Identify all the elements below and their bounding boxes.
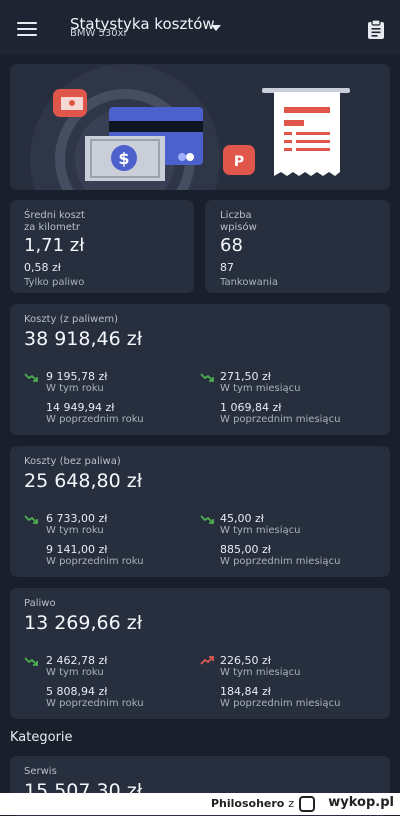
site-logo: wykop.pl: [328, 795, 394, 810]
prev-month-value: 184,84 zł: [220, 685, 271, 698]
year-value: 2 462,78 zł: [46, 654, 108, 667]
per-km-fuel-value: 0,58 zł: [24, 261, 61, 274]
year-label: W tym roku: [46, 383, 104, 394]
svg-text:$: $: [118, 149, 129, 168]
trend-down-icon: [200, 515, 214, 524]
per-km-label-line2: za kilometr: [24, 222, 80, 233]
month-label: W tym miesiącu: [220, 383, 301, 394]
year-label: W tym roku: [46, 667, 104, 678]
prev-year-value: 9 141,00 zł: [46, 543, 108, 556]
prev-year-value: 14 949,94 zł: [46, 401, 115, 414]
fuel-card: Paliwo 13 269,66 zł 2 462,78 zł W tym ro…: [10, 588, 390, 719]
prev-month-label: W poprzednim miesiącu: [220, 556, 341, 567]
section-total: 25 648,80 zł: [24, 470, 143, 492]
year-label: W tym roku: [46, 525, 104, 536]
section-title: Paliwo: [24, 598, 56, 609]
entries-label-line2: wpisów: [220, 222, 257, 233]
prev-month-value: 1 069,84 zł: [220, 401, 282, 414]
menu-icon[interactable]: [17, 22, 37, 36]
section-title: Koszty (z paliwem): [24, 314, 118, 325]
page-title[interactable]: Statystyka kosztów: [70, 15, 215, 33]
per-km-label-line1: Średni koszt: [24, 210, 85, 221]
month-label: W tym miesiącu: [220, 667, 301, 678]
per-km-fuel-label: Tylko paliwo: [24, 277, 85, 288]
entries-label-line1: Liczba: [220, 210, 252, 221]
trend-down-icon: [24, 515, 38, 524]
costs-without-fuel-card: Koszty (bez paliwa) 25 648,80 zł 6 733,0…: [10, 446, 390, 577]
per-km-card: Średni koszt za kilometr 1,71 zł 0,58 zł…: [10, 200, 194, 293]
refuel-count: 87: [220, 261, 234, 274]
prev-year-label: W poprzednim roku: [46, 556, 144, 567]
prev-year-label: W poprzednim roku: [46, 414, 144, 425]
refuel-label: Tankowania: [220, 277, 279, 288]
month-value: 271,50 zł: [220, 370, 271, 383]
prev-year-value: 5 808,94 zł: [46, 685, 108, 698]
section-total: 38 918,46 zł: [24, 328, 143, 350]
entries-card: Liczba wpisów 68 87 Tankowania: [205, 200, 390, 293]
wykop-logo-icon: [299, 796, 315, 812]
prev-year-label: W poprzednim roku: [46, 698, 144, 709]
top-app-bar: Statystyka kosztów BMW 530xi: [0, 0, 400, 55]
categories-heading: Kategorie: [10, 730, 73, 745]
category-title: Serwis: [24, 766, 57, 777]
costs-with-fuel-card: Koszty (z paliwem) 38 918,46 zł 9 195,78…: [10, 304, 390, 435]
chevron-down-icon[interactable]: [211, 25, 221, 31]
trend-up-icon: [200, 656, 214, 665]
month-value: 45,00 zł: [220, 512, 264, 525]
prev-month-value: 885,00 zł: [220, 543, 271, 556]
vehicle-name[interactable]: BMW 530xi: [70, 28, 127, 39]
watermark-bar: Philosohero z wykop.pl: [0, 793, 400, 815]
trend-down-icon: [24, 373, 38, 382]
section-total: 13 269,66 zł: [24, 612, 143, 634]
year-value: 6 733,00 zł: [46, 512, 108, 525]
section-title: Koszty (bez paliwa): [24, 456, 121, 467]
month-value: 226,50 zł: [220, 654, 271, 667]
clipboard-icon[interactable]: [367, 19, 385, 40]
month-label: W tym miesiącu: [220, 525, 301, 536]
prev-month-label: W poprzednim miesiącu: [220, 698, 341, 709]
trend-down-icon: [200, 373, 214, 382]
hero-illustration: $ P: [10, 64, 390, 190]
author-name: Philosohero z: [211, 797, 294, 810]
per-km-value: 1,71 zł: [24, 235, 85, 256]
trend-down-icon: [24, 657, 38, 666]
prev-month-label: W poprzednim miesiącu: [220, 414, 341, 425]
svg-text:P: P: [234, 154, 244, 170]
costs-illustration: $ P: [30, 64, 350, 190]
entries-value: 68: [220, 235, 243, 256]
year-value: 9 195,78 zł: [46, 370, 108, 383]
